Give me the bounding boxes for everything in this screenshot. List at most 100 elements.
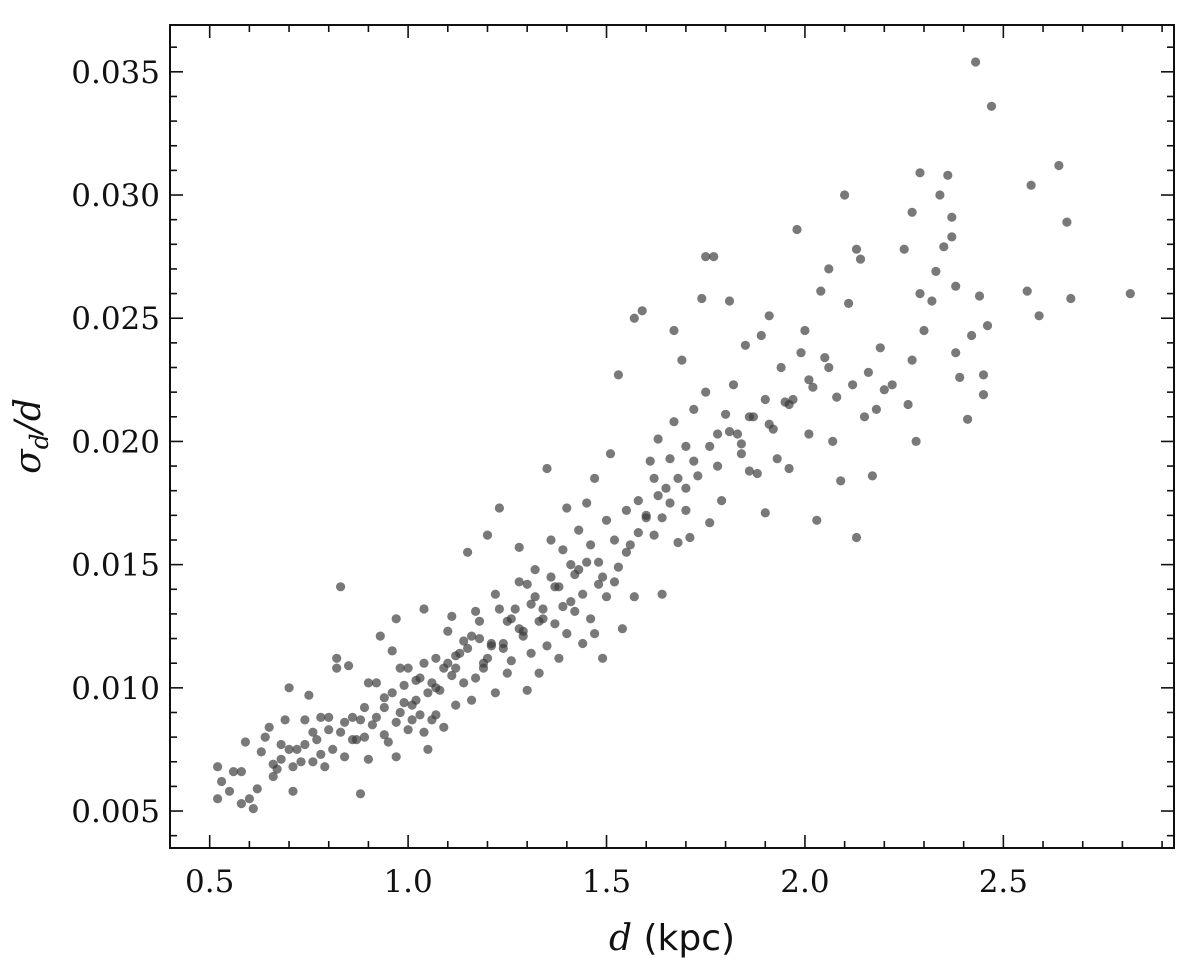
data-point	[697, 293, 707, 304]
data-point	[927, 296, 937, 306]
data-point	[903, 399, 913, 410]
data-point	[601, 592, 612, 602]
data-point	[764, 311, 774, 321]
data-point	[736, 439, 747, 449]
data-point	[514, 542, 524, 553]
data-point	[347, 735, 358, 745]
data-point	[474, 616, 485, 626]
data-point	[431, 653, 441, 663]
data-point	[705, 441, 715, 451]
data-point	[717, 496, 727, 506]
data-point	[645, 456, 655, 466]
data-points	[213, 57, 1135, 814]
data-point	[340, 752, 350, 762]
data-point	[482, 530, 493, 540]
data-point	[213, 762, 223, 772]
data-point	[792, 224, 802, 235]
data-point	[471, 606, 481, 617]
data-point	[915, 289, 925, 299]
data-point	[804, 429, 814, 439]
data-point	[486, 638, 496, 649]
data-point	[236, 799, 246, 809]
data-point	[951, 281, 961, 291]
y-tick-label: 0.005	[71, 794, 160, 830]
data-point	[359, 702, 370, 713]
y-tick-label: 0.015	[71, 548, 160, 584]
data-point	[943, 170, 953, 180]
data-point	[641, 510, 651, 520]
data-point	[709, 252, 719, 262]
data-point	[836, 476, 846, 486]
data-point	[685, 532, 695, 543]
data-point	[653, 434, 663, 444]
data-point	[316, 712, 326, 723]
data-point	[617, 624, 628, 634]
data-point	[256, 747, 266, 757]
data-point	[955, 372, 965, 382]
data-point	[657, 513, 667, 523]
data-point	[601, 515, 612, 525]
data-point	[594, 579, 604, 589]
y-tick-label: 0.025	[71, 301, 160, 337]
axis-ticks	[169, 25, 1174, 848]
data-point	[415, 710, 425, 720]
data-point	[832, 392, 842, 402]
data-point	[681, 441, 691, 451]
data-point	[248, 804, 258, 814]
data-point	[403, 725, 413, 735]
data-point	[947, 232, 957, 242]
data-point	[213, 794, 223, 804]
x-tick-labels: 0.5 1.0 1.5 2.0 2.5	[185, 864, 1028, 900]
data-point	[375, 631, 385, 641]
data-point	[403, 663, 413, 673]
data-point	[582, 557, 592, 567]
x-tick-label: 0.5	[185, 864, 234, 900]
data-point	[244, 794, 254, 804]
data-point	[978, 370, 989, 380]
data-point	[474, 634, 485, 644]
data-point	[391, 717, 401, 727]
data-point	[713, 429, 723, 439]
data-point	[693, 471, 703, 481]
data-point	[744, 412, 755, 422]
data-point	[300, 715, 310, 725]
y-tick-labels: 0.005 0.010 0.015 0.020 0.025 0.030 0.035	[71, 55, 160, 830]
data-point	[851, 244, 862, 254]
data-point	[756, 330, 766, 341]
data-point	[514, 577, 524, 587]
data-point	[467, 631, 477, 641]
data-point	[586, 614, 596, 624]
data-point	[292, 744, 302, 755]
data-point	[629, 592, 639, 602]
data-point	[355, 715, 366, 725]
data-point	[395, 707, 405, 718]
data-point	[407, 700, 417, 710]
data-point	[598, 572, 608, 582]
data-point	[967, 330, 977, 341]
data-point	[590, 629, 600, 639]
y-axis-label: σd/d	[8, 398, 54, 474]
data-point	[284, 683, 294, 693]
data-point	[288, 786, 298, 796]
data-point	[276, 739, 286, 750]
data-point	[808, 382, 818, 392]
data-point	[459, 678, 469, 688]
data-point	[228, 767, 239, 777]
data-point	[590, 473, 600, 483]
data-point	[677, 355, 687, 365]
plot-frame	[169, 24, 1175, 849]
data-point	[613, 562, 624, 572]
data-point	[613, 370, 624, 380]
data-point	[859, 412, 870, 422]
data-point	[506, 614, 516, 624]
data-point	[887, 380, 897, 390]
data-point	[899, 244, 909, 254]
data-point	[284, 744, 294, 755]
data-point	[669, 417, 679, 427]
data-point	[324, 712, 334, 723]
data-point	[451, 700, 461, 710]
data-point	[268, 771, 278, 782]
y-tick-label: 0.035	[71, 55, 160, 91]
data-point	[498, 643, 508, 654]
